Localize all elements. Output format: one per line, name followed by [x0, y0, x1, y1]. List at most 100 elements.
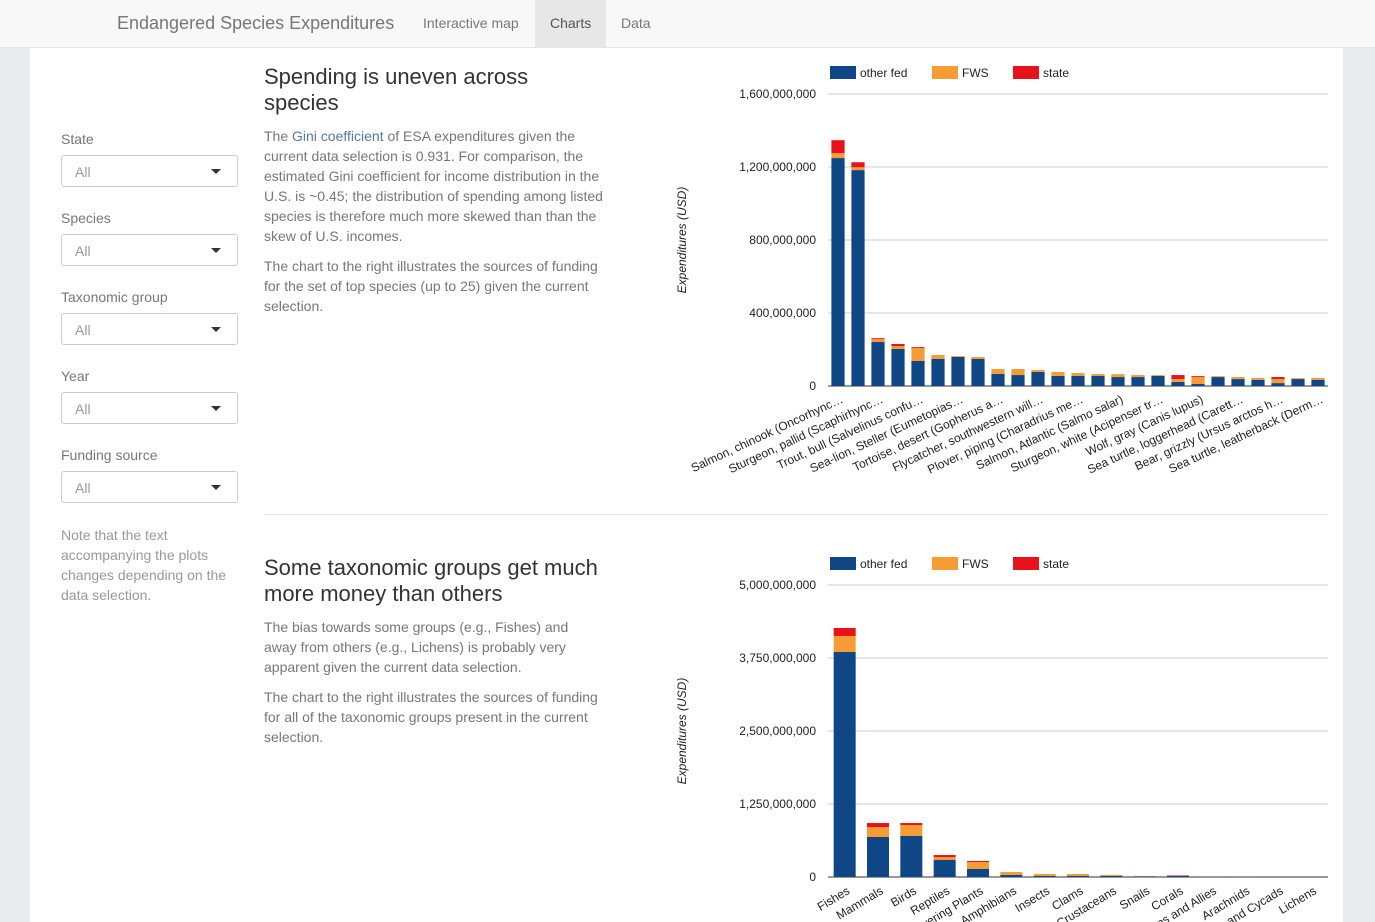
select[interactable]: All	[61, 313, 238, 345]
bar-segment	[911, 347, 925, 349]
text: The	[264, 128, 293, 144]
bar-segment	[1011, 369, 1025, 376]
filter-label: State	[61, 131, 94, 147]
bar-segment	[831, 140, 845, 154]
bar-segment	[1111, 374, 1125, 378]
bar-segment	[891, 346, 905, 349]
nav-tab[interactable]: Interactive map	[423, 15, 519, 31]
bar-segment	[1311, 377, 1325, 380]
y-tick-label: 1,200,000,000	[739, 160, 816, 174]
bar-segment	[967, 868, 989, 877]
bar-segment	[971, 356, 985, 359]
legend-swatch	[1013, 557, 1039, 570]
bar-segment	[1051, 371, 1065, 376]
bar-segment	[951, 356, 965, 357]
bar-segment	[911, 360, 925, 386]
bar-segment	[1071, 375, 1085, 386]
bar-segment	[1271, 379, 1285, 384]
link[interactable]: Gini coefficient	[292, 128, 384, 144]
bar-segment	[1151, 375, 1165, 386]
legend-swatch	[1013, 66, 1039, 79]
legend-label: FWS	[962, 66, 989, 80]
bar-segment	[1271, 377, 1285, 380]
filter-label: Taxonomic group	[61, 289, 168, 305]
select[interactable]: All	[61, 392, 238, 424]
bar-segment	[1291, 378, 1305, 380]
y-tick-label: 800,000,000	[749, 233, 816, 247]
bar-segment	[867, 836, 889, 877]
bar-segment	[1211, 377, 1225, 386]
y-axis-label: Expenditures (USD)	[675, 678, 689, 785]
dropdown-arrow	[211, 248, 221, 253]
section-paragraph: The chart to the right illustrates the s…	[264, 689, 598, 745]
bar-segment	[900, 836, 923, 877]
bar-segment	[1311, 379, 1325, 386]
bar-segment	[1251, 379, 1265, 386]
nav-tab[interactable]: Charts	[535, 0, 607, 47]
bar-segment	[1191, 383, 1205, 386]
bar-segment	[1133, 875, 1156, 877]
bar-segment	[833, 627, 856, 636]
section-heading: Some taxonomic groups get much more mone…	[264, 555, 598, 606]
bar-segment	[1231, 377, 1245, 380]
nav-tab[interactable]: Data	[621, 15, 651, 31]
bar-segment	[971, 358, 985, 386]
bar-segment	[1011, 375, 1025, 386]
dropdown-arrow	[211, 169, 221, 174]
legend-label: other fed	[860, 66, 907, 80]
bar-segment	[851, 162, 865, 168]
bar-segment	[1211, 376, 1225, 378]
bar-segment	[1171, 381, 1185, 386]
filter-label: Funding source	[61, 447, 158, 463]
bar-segment	[1031, 371, 1045, 386]
bar-segment	[931, 354, 945, 359]
legend-swatch	[932, 557, 958, 570]
brand[interactable]: Endangered Species Expenditures	[117, 13, 395, 33]
bar-segment	[1131, 377, 1145, 386]
bar-segment	[1171, 375, 1185, 380]
section-paragraph: The chart to the right illustrates the s…	[264, 258, 598, 314]
y-tick-label: 1,600,000,000	[739, 87, 816, 101]
navbar: Endangered Species Expenditures Interact…	[0, 0, 1375, 48]
select-value: All	[75, 243, 91, 259]
select[interactable]: All	[61, 471, 238, 503]
select[interactable]: All	[61, 155, 238, 187]
bar-segment	[933, 855, 956, 858]
bar-segment	[1091, 373, 1105, 376]
bar-segment	[1171, 379, 1185, 382]
bar-segment	[991, 373, 1005, 386]
legend-label: state	[1043, 66, 1069, 80]
bar-segment	[1111, 377, 1125, 386]
dropdown-arrow	[211, 327, 221, 332]
bar-segment	[933, 857, 956, 861]
chart: other fed FWS state Expenditures (USD) 0 400,…	[675, 66, 1328, 477]
bar-segment	[867, 827, 889, 837]
bar-segment	[1067, 876, 1089, 877]
select-value: All	[75, 164, 91, 180]
section-paragraph: The Gini coefficient of ESA expenditures…	[264, 126, 604, 246]
divider	[264, 514, 1328, 515]
bar-segment	[867, 823, 889, 828]
bar-segment	[1067, 874, 1089, 877]
legend-swatch	[932, 66, 958, 79]
bar-segment	[1133, 876, 1156, 877]
y-tick-label: 2,500,000,000	[739, 724, 816, 738]
chart: other fed FWS state Expenditures (USD) 0 1,25…	[675, 557, 1328, 922]
legend-label: state	[1043, 557, 1069, 571]
bar-segment	[1291, 379, 1305, 386]
x-tick-label: Snails	[1117, 884, 1152, 913]
y-tick-label: 1,250,000,000	[739, 797, 816, 811]
legend-swatch	[830, 66, 856, 79]
filter-label: Year	[61, 368, 90, 384]
bar-segment	[851, 170, 865, 386]
legend-swatch	[830, 557, 856, 570]
bar-segment	[891, 348, 905, 386]
bar-segment	[1071, 373, 1085, 376]
bar-segment	[1131, 375, 1145, 378]
bar-segment	[951, 356, 965, 386]
bar-segment	[833, 651, 856, 877]
bar-segment	[833, 635, 856, 652]
bar-segment	[1191, 377, 1205, 384]
bar-segment	[991, 369, 1005, 374]
select[interactable]: All	[61, 234, 238, 266]
